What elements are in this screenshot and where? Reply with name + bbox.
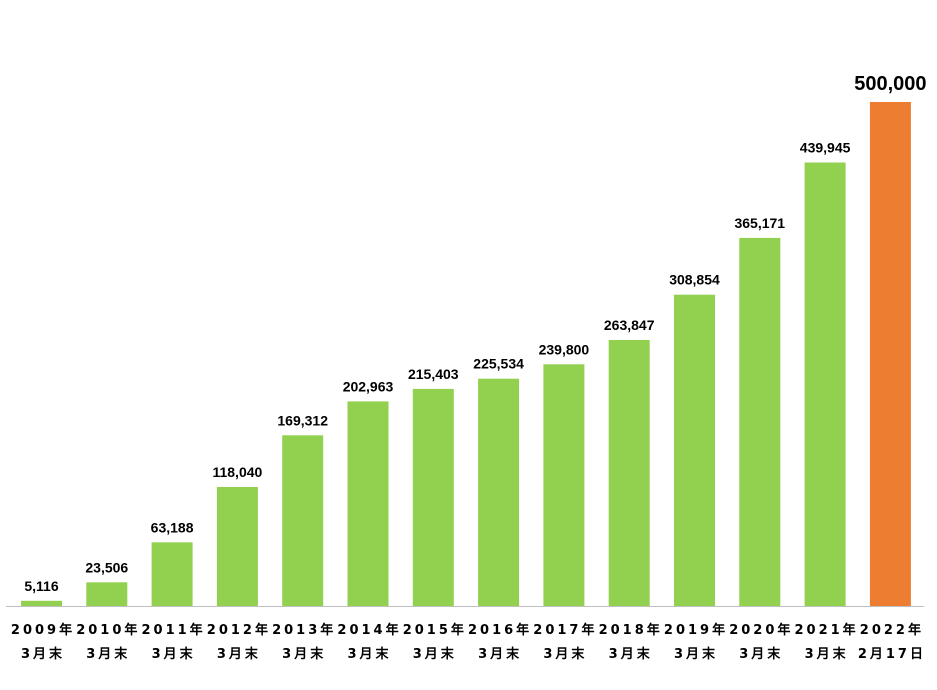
bar: [869, 102, 911, 606]
x-tick-label: 3月末: [86, 646, 130, 662]
bar: [151, 542, 193, 606]
x-tick-label: 2019年: [664, 622, 728, 638]
data-label: 215,403: [408, 366, 459, 382]
data-label: 439,945: [800, 140, 851, 156]
data-label: 23,506: [85, 559, 128, 575]
x-tick-label: 2015年: [403, 622, 467, 638]
x-tick-label: 2016年: [468, 622, 532, 638]
bar: [282, 435, 324, 606]
x-tick-label: 2010年: [76, 622, 140, 638]
bar: [347, 401, 389, 606]
bar: [543, 364, 585, 606]
x-tick-label: 3月末: [347, 646, 391, 662]
x-tick-label: 2013年: [272, 622, 336, 638]
data-label: 63,188: [151, 519, 194, 535]
x-tick-label: 3月末: [217, 646, 261, 662]
x-tick-label: 3月末: [21, 646, 65, 662]
x-tick-label: 3月末: [282, 646, 326, 662]
bar: [804, 162, 846, 606]
bar: [478, 378, 520, 606]
x-tick-label: 3月末: [674, 646, 718, 662]
x-tick-label: 3月末: [739, 646, 783, 662]
x-tick-label: 2021年: [795, 622, 859, 638]
bar: [608, 340, 650, 606]
x-tick-label: 3月末: [543, 646, 587, 662]
x-tick-label: 2014年: [337, 622, 401, 638]
data-label: 202,963: [343, 378, 394, 394]
x-tick-label: 2009年: [11, 622, 75, 638]
x-tick-label: 2月17日: [858, 647, 926, 662]
data-label: 239,800: [539, 341, 590, 357]
x-tick-label: 2017年: [533, 622, 597, 638]
x-tick-label: 3月末: [805, 646, 849, 662]
bar: [739, 237, 781, 606]
bar: [674, 294, 715, 606]
x-tick-label: 3月末: [152, 646, 196, 662]
x-tick-label: 2018年: [599, 622, 663, 638]
x-tick-label: 2012年: [207, 622, 271, 638]
data-label: 169,312: [277, 412, 328, 428]
data-label: 5,116: [24, 578, 58, 594]
x-tick-label: 3月末: [478, 646, 522, 662]
x-tick-label: 3月末: [609, 646, 653, 662]
x-tick-label: 2022年: [860, 622, 924, 638]
bar: [412, 388, 454, 606]
x-tick-label: 3月末: [413, 646, 457, 662]
bar: [86, 582, 128, 606]
bar: [21, 600, 62, 606]
data-label: 308,854: [669, 272, 720, 288]
data-label: 225,534: [473, 356, 524, 372]
data-label: 500,000: [854, 73, 926, 95]
data-label: 263,847: [604, 317, 655, 333]
data-label: 118,040: [212, 464, 262, 480]
x-tick-label: 2011年: [142, 622, 206, 638]
bar: [216, 487, 258, 606]
x-tick-label: 2020年: [729, 622, 793, 638]
data-label: 365,171: [734, 215, 785, 231]
